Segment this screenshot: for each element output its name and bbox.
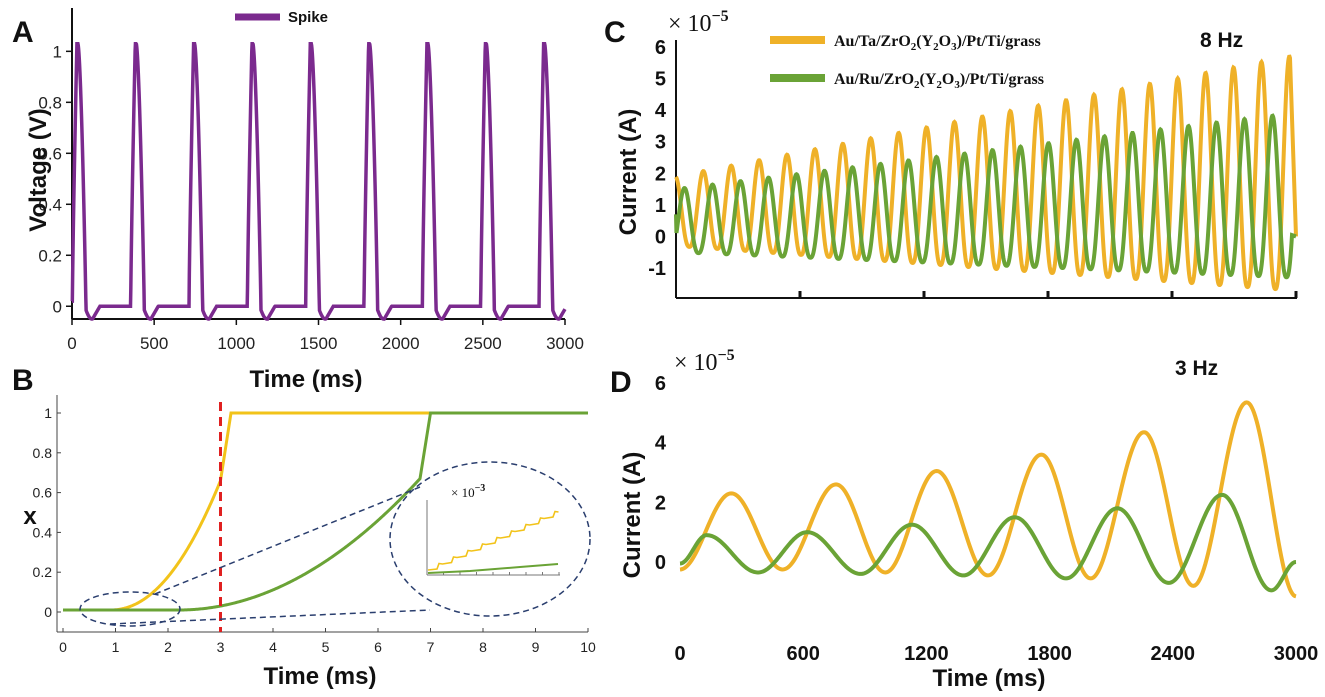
c-frequency-title: 8 Hz: [1200, 29, 1243, 52]
b-x-tick-label: 6: [374, 639, 382, 655]
a-x-tick-label: 500: [140, 334, 168, 353]
d-frequency-title: 3 Hz: [1175, 357, 1218, 380]
b-zoom-connector-bottom: [109, 609, 431, 625]
d-x-tick-label: 2400: [1151, 643, 1196, 665]
c-ru-series-line: [674, 113, 1297, 280]
panel-label-b: B: [12, 364, 34, 397]
a-x-tick-label: 0: [67, 334, 76, 353]
panel-label-a: A: [12, 16, 34, 49]
c-y-tick-label: 1: [655, 195, 666, 217]
a-x-tick-label: 2000: [382, 334, 420, 353]
c-y-axis-title: Current (A): [615, 109, 642, 236]
a-y-tick-label: 0.2: [38, 246, 62, 265]
d-x-tick-label: 0: [674, 643, 685, 665]
c-y-tick-label: 0: [655, 226, 666, 248]
panel-b-chart: 0 0.2 0.4 0.6 0.8 1 0 1 2 3 4 5 6 7 8 9 10 × 10−3 Time …: [23, 395, 596, 690]
c-legend-label-ru: Au/Ru/ZrO2(Y2O3)/Pt/Ti/grass: [834, 71, 1044, 91]
panel-label-c: C: [604, 16, 626, 49]
c-y-tick-label: 6: [655, 37, 666, 59]
b-zoom-connector-top: [154, 486, 421, 595]
b-inset-scale-label: × 10−3: [451, 483, 485, 500]
b-x-axis-title: Time (ms): [264, 663, 377, 690]
a-x-tick-label: 3000: [546, 334, 584, 353]
d-scale-factor: × 10−5: [674, 347, 735, 376]
b-x-tick-label: 7: [427, 639, 435, 655]
b-x-tick-label: 2: [164, 639, 172, 655]
d-x-tick-label: 1200: [904, 643, 949, 665]
b-zoom-source-ellipse: [79, 591, 181, 627]
b-x-tick-label: 0: [59, 639, 67, 655]
panel-c-chart: -1 0 1 2 3 4 5 6 × 10−5 8 Hz Au/Ta/ZrO2(Y2O3)/P…: [615, 8, 1298, 299]
b-inset-green-line: [427, 563, 559, 574]
c-y-tick-label: -1: [648, 258, 666, 280]
panel-d-chart: 0 2 4 6 0 600 1200 1800 2400 3000 × 10−5 3 Hz Ti…: [619, 347, 1318, 692]
d-y-tick-label: 6: [655, 373, 666, 395]
b-green-series-line: [63, 411, 588, 612]
a-spike-series-line: [70, 41, 567, 321]
b-y-tick-label: 0: [44, 604, 52, 620]
a-legend-label: Spike: [288, 9, 328, 26]
d-x-tick-label: 3000: [1274, 643, 1319, 665]
c-scale-factor: × 10−5: [668, 8, 729, 37]
b-x-tick-label: 10: [580, 639, 596, 655]
panel-label-d: D: [610, 366, 632, 399]
d-y-tick-label: 0: [655, 552, 666, 574]
b-y-tick-label: 0.2: [33, 564, 53, 580]
b-x-tick-label: 5: [322, 639, 330, 655]
a-x-tick-label: 2500: [464, 334, 502, 353]
d-x-axis-title: Time (ms): [933, 665, 1046, 692]
b-x-tick-label: 8: [479, 639, 487, 655]
a-y-tick-label: 0.8: [38, 93, 62, 112]
d-y-axis-title: Current (A): [619, 452, 646, 579]
a-x-tick-label: 1000: [217, 334, 255, 353]
b-inset-yellow-line: [427, 510, 559, 571]
d-x-tick-label: 600: [787, 643, 820, 665]
c-y-tick-label: 3: [655, 132, 666, 154]
d-x-tick-label: 1800: [1027, 643, 1072, 665]
d-ru-series-line: [679, 492, 1297, 593]
b-zoom-inset-ellipse: [389, 461, 591, 617]
panel-a-chart: 00.20.40.60.81 0 500 1000 1500 2000 2500 3000 …: [25, 8, 584, 393]
a-x-axis-title: Time (ms): [250, 366, 363, 393]
d-y-tick-label: 4: [655, 433, 667, 455]
a-y-axis-title: Voltage (V): [25, 108, 52, 232]
d-y-tick-label: 2: [655, 492, 666, 514]
c-y-tick-label: 2: [655, 163, 666, 185]
b-y-tick-label: 1: [44, 405, 52, 421]
c-legend-label-ta: Au/Ta/ZrO2(Y2O3)/Pt/Ti/grass: [834, 33, 1041, 53]
b-y-tick-label: 0.6: [33, 485, 53, 501]
c-y-tick-label: 4: [655, 100, 667, 122]
d-ta-series-line: [679, 400, 1297, 599]
b-x-tick-label: 9: [532, 639, 540, 655]
a-y-tick-label: 0.4: [38, 195, 62, 214]
b-y-tick-label: 0.8: [33, 445, 53, 461]
a-y-tick-label: 0: [53, 297, 62, 316]
b-x-tick-label: 1: [112, 639, 120, 655]
c-ta-series-line: [674, 54, 1298, 292]
a-y-tick-label: 1: [53, 42, 62, 61]
b-y-axis-title: x: [23, 503, 37, 530]
b-x-tick-label: 4: [269, 639, 277, 655]
b-yellow-series-line: [63, 411, 588, 612]
b-y-tick-label: 0.4: [33, 524, 53, 540]
c-y-tick-label: 5: [655, 69, 666, 91]
a-x-tick-label: 1500: [300, 334, 338, 353]
a-y-tick-label: 0.6: [38, 144, 62, 163]
b-x-tick-label: 3: [217, 639, 225, 655]
